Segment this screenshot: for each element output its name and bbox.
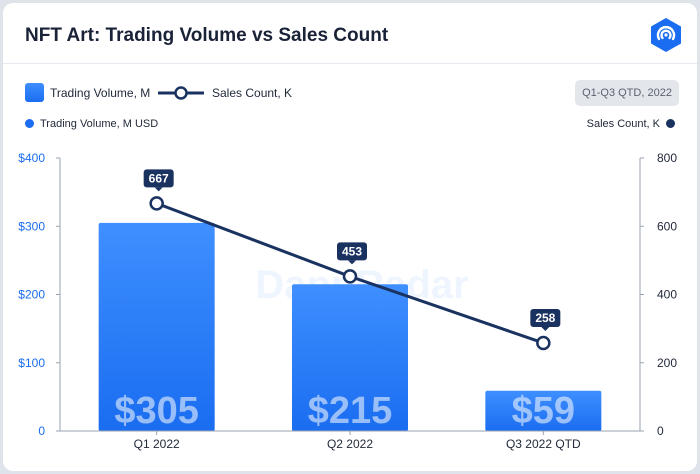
- left-tick-label-3: $300: [18, 219, 45, 233]
- right-tick-label-1: 200: [657, 356, 677, 370]
- period-badge: Q1-Q3 QTD, 2022: [575, 80, 679, 106]
- legend-bar-label: Trading Volume, M: [50, 86, 151, 100]
- left-tick-label-2: $200: [18, 288, 45, 302]
- bar-value-label-2: $59: [512, 390, 575, 432]
- left-tick-label-4: $400: [18, 151, 45, 165]
- sales-count-badge-pointer-2: [541, 326, 550, 331]
- left-tick-label-0: 0: [38, 424, 45, 438]
- right-axis-title-text: Sales Count, K: [586, 118, 660, 130]
- left-axis-title-text: Trading Volume, M USD: [40, 118, 159, 130]
- bar-value-label-1: $215: [308, 390, 393, 432]
- sales-count-label-1: 453: [342, 244, 362, 258]
- sales-count-point-1: [342, 269, 358, 284]
- right-axis-dot: [666, 119, 675, 128]
- right-tick-label-2: 400: [657, 288, 677, 302]
- legend-bar-swatch: [25, 83, 44, 102]
- bar-1: [292, 284, 408, 431]
- legend-line-swatch: [158, 86, 204, 100]
- chart-title: NFT Art: Trading Volume vs Sales Count: [25, 25, 389, 46]
- x-tick-label-1: Q2 2022: [327, 437, 373, 451]
- right-tick-label-4: 800: [657, 151, 677, 165]
- dappradar-logo-icon: [651, 18, 681, 52]
- bar-2: [485, 390, 602, 431]
- right-tick-label-0: 0: [657, 424, 664, 438]
- x-tick-label-2: Q3 2022 QTD: [506, 437, 581, 451]
- sales-count-badge-0: [143, 169, 174, 188]
- bar-0: [98, 222, 215, 431]
- x-tick-label-0: Q1 2022: [134, 437, 180, 451]
- sales-count-badge-pointer-1: [348, 260, 356, 265]
- left-axis-dot: [25, 119, 34, 128]
- sales-count-label-2: 258: [535, 311, 555, 325]
- bar-value-label-0: $305: [114, 390, 199, 432]
- legend-line-label: Sales Count, K: [212, 86, 293, 100]
- left-axis-title: Trading Volume, M USD: [25, 118, 158, 130]
- sales-count-point-0: [149, 196, 164, 211]
- header-divider: [3, 63, 697, 64]
- right-tick-label-3: 600: [657, 219, 677, 233]
- sales-count-badge-pointer-0: [154, 187, 163, 192]
- sales-count-badge-1: [337, 242, 367, 261]
- sales-count-label-0: 667: [149, 171, 169, 185]
- left-tick-label-1: $100: [18, 356, 45, 370]
- sales-count-point-2: [536, 335, 551, 351]
- sales-count-badge-2: [530, 308, 561, 327]
- right-axis-title: Sales Count, K: [587, 118, 675, 130]
